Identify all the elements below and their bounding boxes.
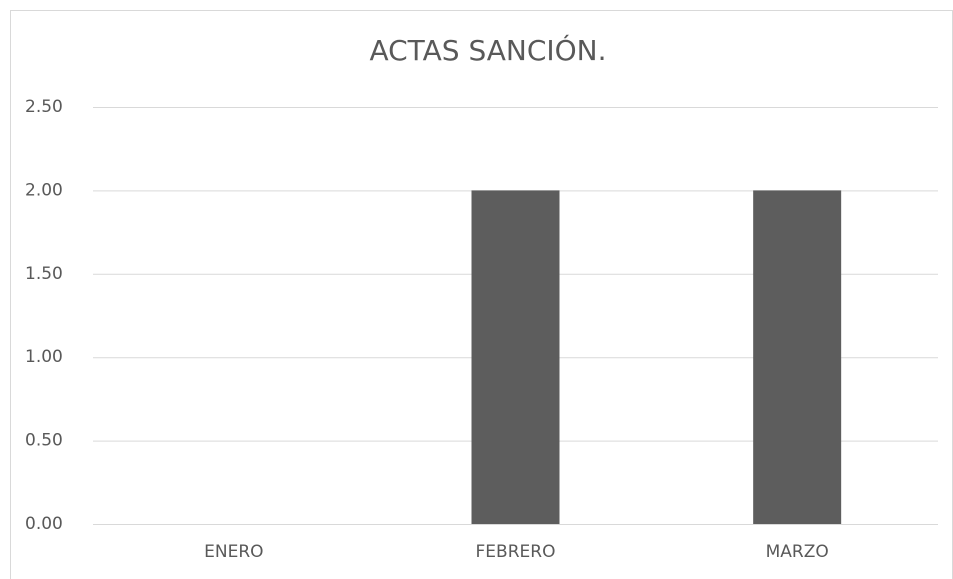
x-tick-label: MARZO	[766, 542, 829, 562]
x-tick-label: FEBRERO	[476, 542, 556, 562]
y-tick-label: 0.00	[25, 514, 63, 534]
y-tick-label: 1.00	[25, 347, 63, 367]
bar	[471, 190, 560, 524]
chart-title: ACTAS SANCIÓN.	[369, 33, 606, 67]
y-tick-label: 2.50	[25, 97, 63, 117]
x-tick-label: ENERO	[204, 542, 263, 562]
y-tick-label: 2.00	[25, 180, 63, 200]
bar	[753, 190, 842, 524]
y-tick-label: 0.50	[25, 431, 63, 451]
y-tick-label: 1.50	[25, 264, 63, 284]
